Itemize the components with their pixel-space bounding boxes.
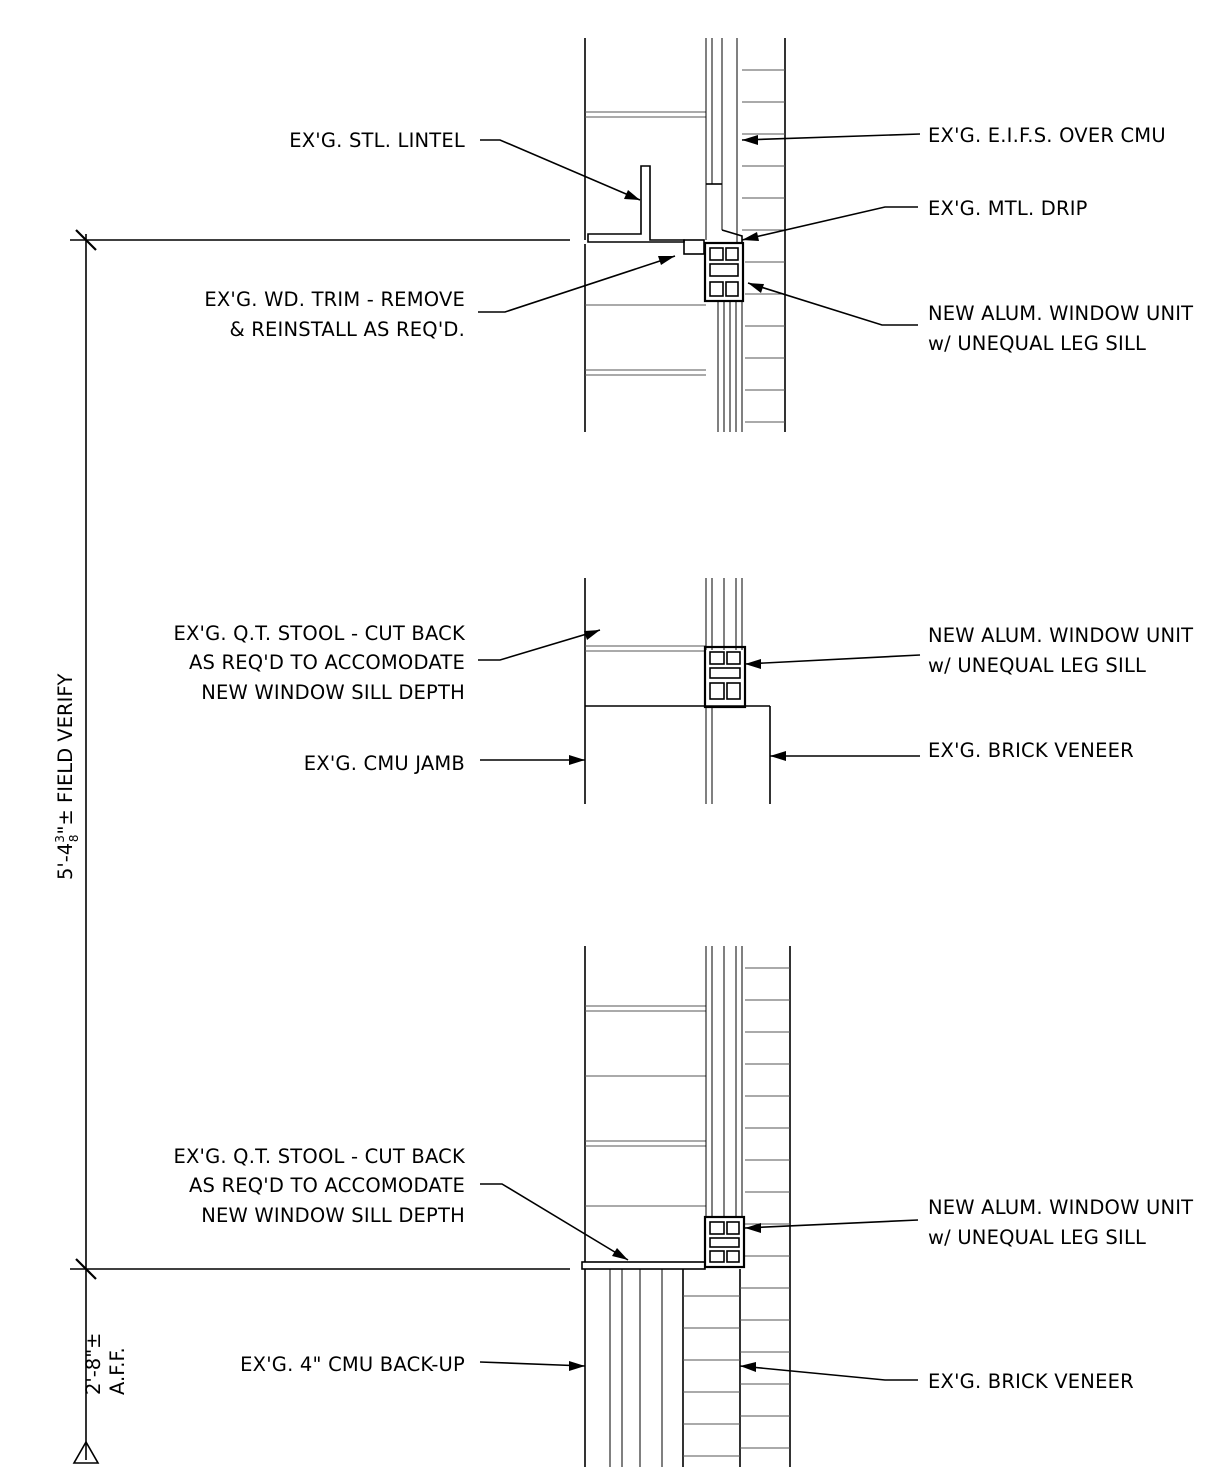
note-sill-window-line1: NEW ALUM. WINDOW UNIT xyxy=(928,1196,1193,1219)
svg-text:5'-438"± FIELD VERIFY: 5'-438"± FIELD VERIFY xyxy=(53,673,81,880)
arrowhead-cmu-jamb xyxy=(569,755,585,765)
note-head-window-line2: w/ UNEQUAL LEG SILL xyxy=(928,332,1146,355)
arrowhead-lintel xyxy=(624,190,640,200)
arrowheads xyxy=(569,135,786,1372)
note-jamb-stool-line2: AS REQ'D TO ACCOMODATE xyxy=(189,651,465,674)
arrowhead-sill-stool xyxy=(612,1248,628,1260)
upper-dimension-label: 5'-438"± FIELD VERIFY xyxy=(53,673,81,880)
sill-detail xyxy=(581,946,791,1467)
note-jamb-brick: EX'G. BRICK VENEER xyxy=(928,739,1134,762)
note-sill-stool-line2: AS REQ'D TO ACCOMODATE xyxy=(189,1174,465,1197)
note-sill-brick: EX'G. BRICK VENEER xyxy=(928,1370,1134,1393)
dimension-tick-lower xyxy=(75,1258,97,1280)
dimension-lines xyxy=(70,229,570,1464)
arrowhead-cmu-backup xyxy=(569,1361,585,1371)
arrowhead-sill-brick xyxy=(740,1362,756,1372)
arrowhead-drip xyxy=(742,232,759,241)
note-sill-stool-line3: NEW WINDOW SILL DEPTH xyxy=(201,1204,465,1227)
note-jamb-stool-line1: EX'G. Q.T. STOOL - CUT BACK xyxy=(173,622,466,645)
lower-dimension-label: 2'-8"± xyxy=(82,1332,105,1395)
note-eifs: EX'G. E.I.F.S. OVER CMU xyxy=(928,124,1166,147)
note-head-window-line1: NEW ALUM. WINDOW UNIT xyxy=(928,302,1193,325)
note-sill-window-line2: w/ UNEQUAL LEG SILL xyxy=(928,1226,1146,1249)
note-lintel: EX'G. STL. LINTEL xyxy=(289,129,465,152)
upper-dimension-suffix: "± FIELD VERIFY xyxy=(54,673,77,834)
note-drip: EX'G. MTL. DRIP xyxy=(928,197,1088,220)
arrowhead-head-window xyxy=(748,283,764,293)
leader-arrows xyxy=(478,133,921,1381)
dimension-tick-upper xyxy=(75,229,97,251)
note-jamb-stool-line3: NEW WINDOW SILL DEPTH xyxy=(201,681,465,704)
lower-dimension-aff: A.F.F. xyxy=(106,1347,129,1395)
upper-dimension-fraction-num: 3 xyxy=(53,835,67,843)
arrowhead-trim xyxy=(658,256,675,265)
lower-dimension-value: 2'-8"± xyxy=(82,1332,105,1395)
arrowhead-eifs xyxy=(742,135,758,145)
arrowhead-jamb-window xyxy=(745,659,761,669)
note-trim-line1: EX'G. WD. TRIM - REMOVE xyxy=(204,288,465,311)
arrowhead-jamb-stool xyxy=(584,630,600,640)
upper-dimension-feet: 5'-4 xyxy=(54,843,77,880)
arrowhead-jamb-brick xyxy=(770,751,786,761)
note-cmu-backup: EX'G. 4" CMU BACK-UP xyxy=(240,1353,465,1376)
note-cmu-jamb: EX'G. CMU JAMB xyxy=(304,752,465,775)
arrowhead-sill-window xyxy=(745,1223,761,1233)
note-sill-stool-line1: EX'G. Q.T. STOOL - CUT BACK xyxy=(173,1145,466,1168)
note-trim-line2: & REINSTALL AS REQ'D. xyxy=(229,318,465,341)
note-jamb-window-line2: w/ UNEQUAL LEG SILL xyxy=(928,654,1146,677)
head-detail xyxy=(584,38,786,432)
jamb-detail xyxy=(584,578,771,804)
floor-datum-triangle-icon xyxy=(72,1440,100,1464)
lower-dimension-note: A.F.F. xyxy=(106,1347,129,1395)
note-jamb-window-line1: NEW ALUM. WINDOW UNIT xyxy=(928,624,1193,647)
upper-dimension-fraction-den: 8 xyxy=(67,835,81,843)
